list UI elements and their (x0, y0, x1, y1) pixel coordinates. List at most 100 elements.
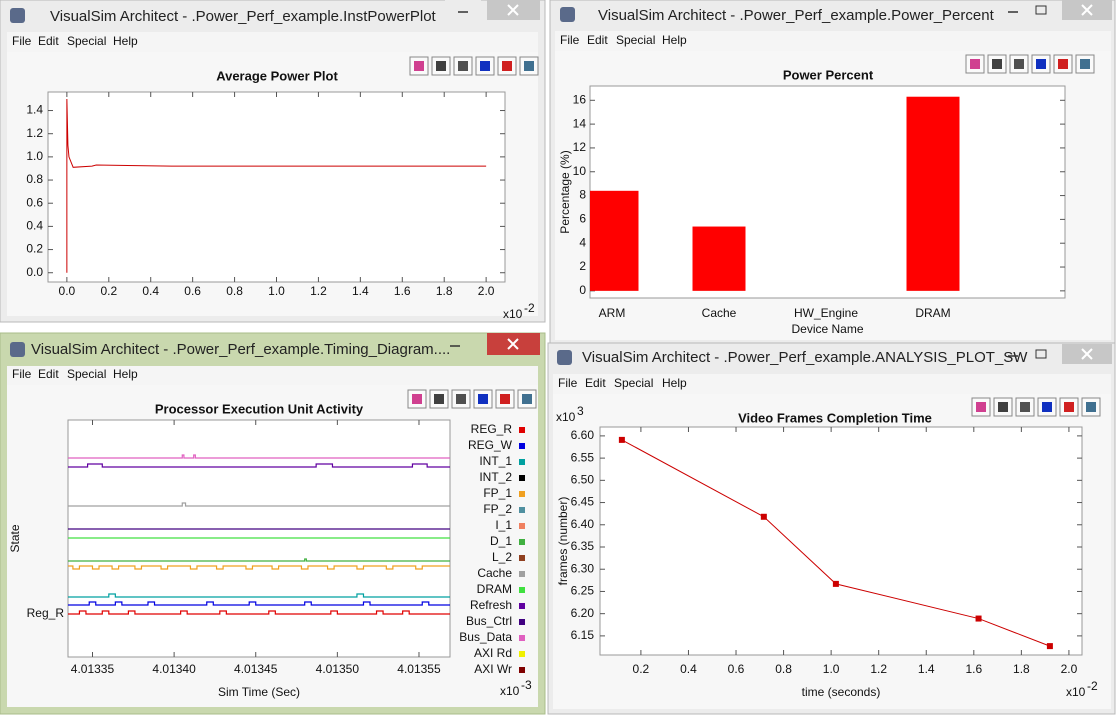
plot-content (68, 454, 450, 615)
menu-item[interactable]: Special (67, 34, 106, 48)
y-tick-label: 12 (573, 140, 587, 154)
y-tick-label: 6.45 (571, 495, 595, 509)
legend-label: D_1 (490, 534, 512, 548)
chart-title: Processor Execution Unit Activity (155, 401, 364, 416)
x-tick-label: 4.01350 (316, 662, 360, 676)
x-tick-label: 1.2 (310, 284, 327, 298)
toolbar-icon (414, 61, 424, 71)
y-tick-label: 6.20 (571, 606, 595, 620)
x-tick-label: 0.4 (680, 662, 697, 676)
x-tick-label: 1.0 (268, 284, 285, 298)
y-tick-label: 1.2 (26, 126, 43, 140)
maximize-icon[interactable] (1035, 5, 1047, 15)
data-point (618, 436, 625, 443)
x-multiplier: x10 (1066, 685, 1086, 699)
y-tick-label: 6.40 (571, 517, 595, 531)
x-tick-label: 1.8 (436, 284, 453, 298)
toolbar-icon (522, 394, 532, 404)
y-tick-label: 0.0 (26, 265, 43, 279)
menu-item[interactable]: File (12, 367, 32, 381)
state-trace (68, 454, 450, 459)
toolbar-icon (976, 402, 986, 412)
y-tick-label: 1.4 (26, 103, 43, 117)
y-tick-label: 6.30 (571, 561, 595, 575)
legend-label: INT_1 (479, 454, 512, 468)
menu-item[interactable]: Special (614, 376, 653, 390)
y-tick-label: 1.0 (26, 149, 43, 163)
legend-swatch (519, 571, 525, 577)
menu-item[interactable]: Help (662, 376, 687, 390)
legend-label: INT_2 (479, 470, 512, 484)
data-line (66, 98, 487, 273)
minimize-button[interactable] (445, 0, 481, 20)
x-tick-label: 1.0 (823, 662, 840, 676)
chart-title: Average Power Plot (216, 68, 338, 83)
x-tick-label: 4.01340 (152, 662, 196, 676)
bar (692, 226, 746, 291)
menu-item[interactable]: Edit (587, 33, 608, 47)
menu-item[interactable]: File (12, 34, 32, 48)
x-tick-label: 0.2 (633, 662, 650, 676)
app-icon (557, 350, 572, 365)
toolbar-icon (1064, 402, 1074, 412)
x-tick-label: 1.8 (1013, 662, 1030, 676)
menu-item[interactable]: Help (113, 367, 138, 381)
close-icon (507, 338, 519, 350)
legend-swatch (519, 459, 525, 465)
x-tick-label: 1.4 (352, 284, 369, 298)
menu-item[interactable]: Help (662, 33, 687, 47)
x-tick-label: Cache (702, 306, 737, 320)
maximize-icon[interactable] (1035, 349, 1047, 359)
y-tick-label: 0.8 (26, 172, 43, 186)
legend-label: Bus_Data (459, 630, 512, 644)
y-exponent: 3 (577, 404, 584, 418)
legend-swatch (519, 555, 525, 561)
toolbar-icon (412, 394, 422, 404)
chart: Average Power Plot 0.0 0.2 0.4 0.6 0.8 1.0 1.2 1… (26, 68, 535, 321)
data-point (1046, 643, 1053, 650)
menu-item[interactable]: Special (67, 367, 106, 381)
window-title: VisualSim Architect - .Power_Perf_exampl… (582, 349, 1028, 366)
legend-label: AXI Wr (474, 662, 512, 676)
legend-label: Bus_Ctrl (466, 614, 512, 628)
close-icon (1081, 4, 1093, 16)
menu-item[interactable]: Edit (38, 367, 59, 381)
state-trace (68, 502, 450, 507)
menu-item[interactable]: Edit (585, 376, 606, 390)
y-tick-label: 6.60 (571, 428, 595, 442)
y-tick-label: 6.55 (571, 450, 595, 464)
app-icon (10, 342, 25, 357)
y-tick-label: 8 (579, 188, 586, 202)
y-tick-label: 4 (579, 235, 586, 249)
x-exponent: -2 (524, 301, 535, 315)
toolbar-icon (1080, 59, 1090, 69)
toolbar-icon (456, 394, 466, 404)
menu-item[interactable]: Edit (38, 34, 59, 48)
toolbar-icon (1014, 59, 1024, 69)
x-exponent: -2 (1087, 679, 1098, 693)
legend-label: FP_2 (483, 502, 512, 516)
legend-label: Refresh (470, 598, 512, 612)
plot-area (599, 426, 1083, 656)
menu-bar (553, 374, 1111, 394)
menu-item[interactable]: Help (113, 34, 138, 48)
state-trace (68, 565, 450, 570)
menu-item[interactable]: File (558, 376, 578, 390)
toolbar-icon (1058, 59, 1068, 69)
legend-swatch (519, 635, 525, 641)
menu-item[interactable]: File (560, 33, 580, 47)
legend-swatch (519, 475, 525, 481)
y-tick-label: 6 (579, 212, 586, 226)
x-tick-label: 0.6 (184, 284, 201, 298)
toolbar-icon (436, 61, 446, 71)
state-trace (68, 558, 450, 562)
y-tick-label: 0.2 (26, 242, 43, 256)
x-tick-label: 2.0 (1061, 662, 1078, 676)
x-tick-label: 4.01335 (71, 662, 115, 676)
menu-item[interactable]: Special (616, 33, 655, 47)
chart-title: Video Frames Completion Time (738, 410, 932, 425)
bar (590, 190, 639, 291)
y-tick-label: 0.6 (26, 195, 43, 209)
